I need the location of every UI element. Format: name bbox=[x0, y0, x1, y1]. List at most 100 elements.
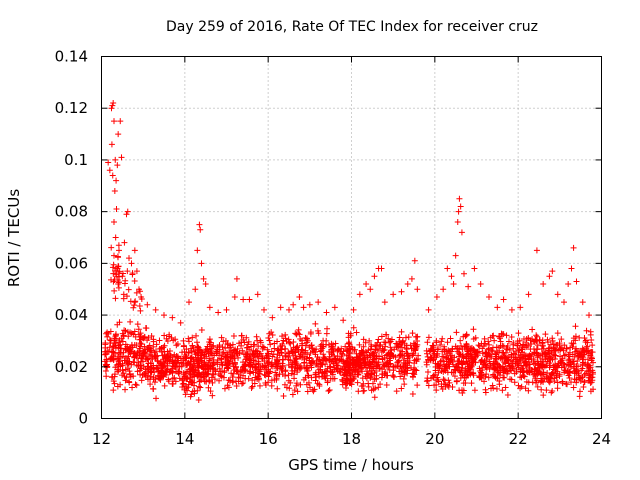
data-point bbox=[485, 350, 492, 357]
data-point bbox=[581, 372, 588, 379]
data-point bbox=[575, 352, 582, 359]
data-point bbox=[134, 321, 141, 328]
data-point bbox=[206, 304, 213, 311]
data-point bbox=[102, 341, 109, 348]
data-point bbox=[172, 357, 179, 364]
data-point bbox=[547, 341, 554, 348]
data-point bbox=[119, 273, 126, 280]
data-point bbox=[115, 358, 122, 365]
data-point bbox=[366, 352, 373, 359]
data-point bbox=[212, 366, 219, 373]
data-point bbox=[146, 348, 153, 355]
data-point bbox=[457, 203, 464, 210]
data-point bbox=[131, 328, 138, 335]
data-point bbox=[414, 286, 421, 293]
data-point bbox=[266, 330, 273, 337]
data-point bbox=[292, 361, 299, 368]
data-point bbox=[485, 341, 492, 348]
data-point bbox=[207, 339, 214, 346]
data-point bbox=[497, 338, 504, 345]
data-point bbox=[386, 355, 393, 362]
data-point bbox=[486, 293, 492, 300]
data-point bbox=[437, 358, 444, 365]
data-point bbox=[500, 296, 507, 303]
data-point bbox=[224, 364, 231, 371]
data-point bbox=[381, 354, 388, 361]
data-point bbox=[493, 385, 500, 392]
data-point bbox=[500, 374, 507, 381]
data-point bbox=[126, 371, 133, 378]
data-point bbox=[505, 356, 512, 363]
data-point bbox=[403, 342, 410, 349]
data-point bbox=[366, 359, 373, 366]
data-point bbox=[559, 378, 566, 385]
data-point bbox=[494, 304, 501, 311]
data-point bbox=[586, 362, 593, 369]
data-point bbox=[489, 344, 496, 351]
data-point bbox=[481, 335, 488, 342]
data-point bbox=[290, 339, 297, 346]
data-point bbox=[115, 263, 122, 270]
data-point bbox=[494, 369, 501, 376]
data-point bbox=[554, 363, 561, 370]
data-point bbox=[279, 356, 286, 363]
data-point bbox=[150, 375, 157, 382]
data-point bbox=[447, 356, 454, 363]
data-point bbox=[210, 360, 217, 367]
data-point bbox=[378, 265, 385, 272]
data-point bbox=[120, 291, 127, 298]
data-point bbox=[544, 369, 551, 376]
data-point bbox=[216, 377, 223, 384]
data-point bbox=[119, 372, 126, 379]
data-point bbox=[570, 340, 577, 347]
data-point bbox=[135, 326, 142, 333]
x-tick-label: 24 bbox=[592, 430, 611, 448]
data-point bbox=[261, 306, 267, 313]
y-tick-labels: 0 0.02 0.04 0.06 0.08 0.1 0.12 0.14 bbox=[55, 48, 88, 428]
data-point bbox=[123, 211, 130, 218]
data-point bbox=[251, 380, 258, 387]
data-point bbox=[130, 331, 137, 338]
data-point bbox=[122, 341, 129, 348]
data-point bbox=[170, 337, 177, 344]
data-point bbox=[125, 347, 132, 354]
data-point bbox=[470, 346, 477, 353]
data-point bbox=[210, 371, 217, 378]
data-point bbox=[414, 333, 421, 340]
data-point bbox=[567, 379, 574, 386]
data-point bbox=[133, 289, 140, 296]
data-point bbox=[361, 354, 368, 361]
data-point bbox=[434, 346, 441, 353]
data-point bbox=[380, 363, 387, 370]
data-point bbox=[368, 387, 375, 394]
data-point bbox=[572, 337, 579, 344]
data-point bbox=[271, 340, 278, 347]
data-point bbox=[354, 379, 361, 386]
data-point bbox=[242, 366, 249, 373]
data-point bbox=[468, 380, 475, 387]
data-point bbox=[423, 361, 430, 368]
data-point bbox=[214, 359, 221, 366]
data-point bbox=[425, 382, 432, 389]
data-point bbox=[112, 331, 119, 338]
data-point bbox=[289, 348, 296, 355]
data-point bbox=[233, 382, 240, 389]
data-point bbox=[205, 348, 212, 355]
data-point bbox=[452, 252, 459, 259]
data-point bbox=[183, 346, 190, 353]
data-point bbox=[394, 341, 401, 348]
data-point bbox=[570, 384, 577, 391]
data-point bbox=[521, 351, 528, 358]
data-point bbox=[502, 360, 509, 367]
data-point bbox=[375, 352, 382, 359]
data-point bbox=[479, 356, 486, 363]
data-point bbox=[307, 359, 314, 366]
data-point bbox=[190, 368, 197, 375]
data-point bbox=[136, 303, 143, 310]
data-point bbox=[305, 372, 312, 379]
data-point bbox=[343, 347, 350, 354]
data-point bbox=[137, 336, 144, 343]
data-point bbox=[456, 387, 463, 394]
data-point bbox=[215, 309, 222, 316]
data-point bbox=[105, 159, 112, 166]
